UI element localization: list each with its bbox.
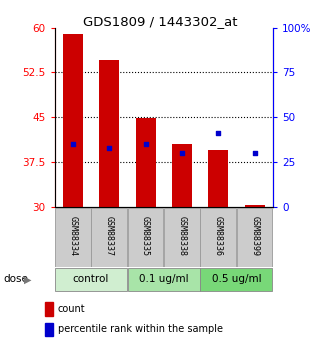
Text: control: control [73,275,109,284]
Text: ▶: ▶ [23,275,31,284]
Point [70,141,75,147]
Bar [55,208,91,267]
Text: 0.5 ug/ml: 0.5 ug/ml [212,275,261,284]
Point [252,150,257,156]
Text: percentile rank within the sample: percentile rank within the sample [58,325,223,334]
Text: GSM88338: GSM88338 [178,216,187,256]
Bar [237,208,273,267]
Text: dose: dose [3,275,28,284]
Bar [55,268,127,291]
Bar [172,144,192,207]
Point [107,145,112,150]
Bar [245,205,265,207]
Bar [164,208,200,267]
Text: GSM88335: GSM88335 [141,216,150,256]
Bar [91,208,127,267]
Bar [128,268,200,291]
Point [143,141,148,147]
Bar [63,33,83,207]
Text: GSM88399: GSM88399 [250,216,259,256]
Text: GDS1809 / 1443302_at: GDS1809 / 1443302_at [83,16,238,29]
Bar [135,118,156,207]
Point [179,150,185,156]
Bar [208,150,228,207]
Bar [99,60,119,207]
Text: count: count [58,304,85,314]
Bar [200,268,273,291]
Bar [128,208,163,267]
Text: 0.1 ug/ml: 0.1 ug/ml [139,275,188,284]
Point [216,131,221,136]
Text: GSM88336: GSM88336 [214,216,223,256]
Bar [200,208,236,267]
Text: GSM88337: GSM88337 [105,216,114,256]
Text: GSM88334: GSM88334 [68,216,77,256]
